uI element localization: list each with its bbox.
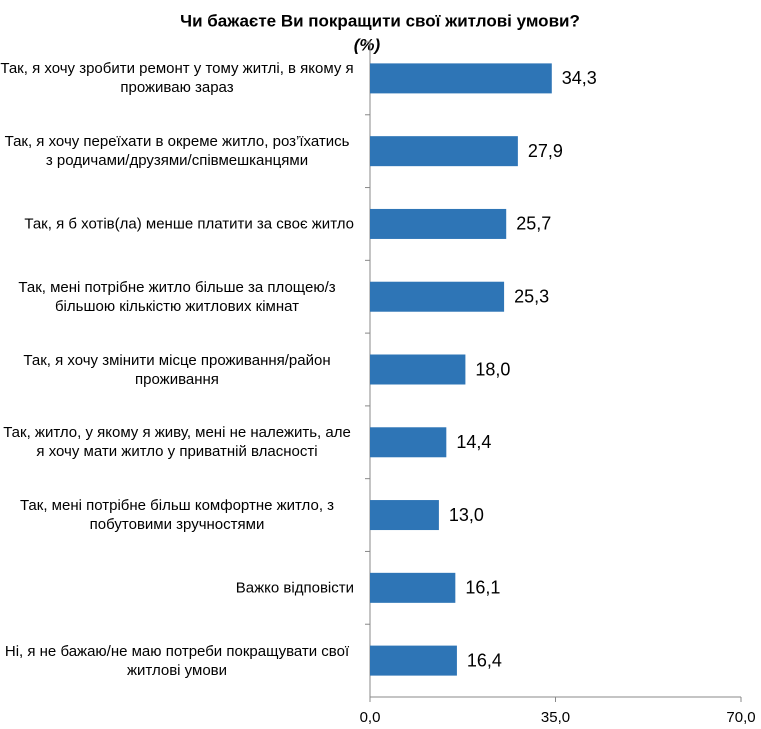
category-text: Так, мені потрібне більш комфортне житло… — [19, 497, 335, 534]
value-label: 16,4 — [467, 650, 502, 670]
category-text: Так, я б хотів(ла) менше платити за своє… — [24, 215, 354, 233]
bar — [370, 136, 518, 167]
x-tick-label: 0,0 — [360, 709, 381, 726]
value-label: 27,9 — [528, 141, 563, 161]
value-label: 18,0 — [475, 359, 510, 379]
category-label: Так, житло, у якому я живу, мені не нале… — [0, 423, 354, 461]
category-label: Важко відповісти — [0, 578, 354, 597]
x-tick-label: 70,0 — [726, 709, 755, 726]
category-label: Так, я хочу переїхати в окреме житло, ро… — [0, 132, 354, 170]
category-text: Так, я хочу зробити ремонт у тому житлі,… — [0, 60, 354, 97]
category-label: Так, я б хотів(ла) менше платити за своє… — [0, 214, 354, 233]
value-label: 25,3 — [514, 286, 549, 306]
value-label: 25,7 — [516, 214, 551, 234]
category-text: Так, я хочу змінити місце проживання/рай… — [23, 351, 331, 388]
category-label: Так, мені потрібне більш комфортне житло… — [0, 496, 354, 534]
value-label: 16,1 — [465, 578, 500, 598]
bar — [370, 63, 552, 94]
value-label: 34,3 — [562, 68, 597, 88]
category-label: Так, я хочу зробити ремонт у тому житлі,… — [0, 59, 354, 97]
category-label: Так, я хочу змінити місце проживання/рай… — [0, 351, 354, 389]
bar — [370, 281, 505, 312]
value-label: 13,0 — [449, 505, 484, 525]
category-label: Так, мені потрібне житло більше за площе… — [0, 278, 354, 316]
chart-subtitle: (%) — [354, 35, 381, 54]
category-text: Важко відповісти — [235, 579, 354, 597]
bar — [370, 208, 507, 239]
bar — [370, 500, 439, 531]
bar — [370, 427, 447, 458]
category-text: Так, я хочу переїхати в окреме житло, ро… — [4, 133, 350, 170]
chart-title: Чи бажаєте Ви покращити свої житлові умо… — [180, 11, 580, 30]
value-label: 14,4 — [456, 432, 491, 452]
category-text: Так, житло, у якому я живу, мені не нале… — [3, 424, 351, 461]
category-text: Так, мені потрібне житло більше за площе… — [18, 278, 336, 315]
x-tick-label: 35,0 — [541, 709, 570, 726]
bar — [370, 354, 466, 385]
category-label: Ні, я не бажаю/не маю потреби покращуват… — [0, 642, 354, 680]
bar — [370, 645, 457, 676]
category-text: Ні, я не бажаю/не маю потреби покращуват… — [4, 642, 350, 679]
bar — [370, 572, 456, 603]
